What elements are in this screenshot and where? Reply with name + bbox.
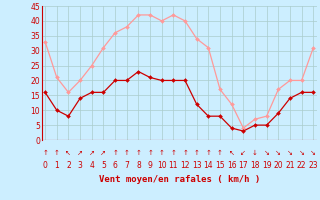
Text: 9: 9: [148, 162, 153, 170]
Text: 2: 2: [66, 162, 71, 170]
Text: 3: 3: [78, 162, 83, 170]
Text: 1: 1: [54, 162, 59, 170]
Text: ↑: ↑: [217, 150, 223, 156]
Text: ↑: ↑: [171, 150, 176, 156]
Text: 13: 13: [192, 162, 202, 170]
Text: 23: 23: [308, 162, 318, 170]
Text: 8: 8: [136, 162, 141, 170]
Text: ↑: ↑: [124, 150, 130, 156]
Text: 12: 12: [180, 162, 190, 170]
Text: ↗: ↗: [77, 150, 83, 156]
Text: 19: 19: [262, 162, 271, 170]
Text: 17: 17: [238, 162, 248, 170]
Text: ↘: ↘: [310, 150, 316, 156]
Text: ↘: ↘: [287, 150, 293, 156]
Text: 14: 14: [204, 162, 213, 170]
Text: ↖: ↖: [66, 150, 71, 156]
Text: 6: 6: [113, 162, 117, 170]
Text: ↑: ↑: [147, 150, 153, 156]
Text: ↗: ↗: [100, 150, 106, 156]
Text: ↑: ↑: [112, 150, 118, 156]
Text: 21: 21: [285, 162, 295, 170]
Text: ↑: ↑: [135, 150, 141, 156]
Text: ↗: ↗: [89, 150, 95, 156]
Text: ↑: ↑: [205, 150, 211, 156]
Text: ↖: ↖: [229, 150, 235, 156]
Text: ↓: ↓: [252, 150, 258, 156]
Text: 16: 16: [227, 162, 236, 170]
Text: 20: 20: [274, 162, 283, 170]
Text: ↑: ↑: [182, 150, 188, 156]
Text: ↑: ↑: [159, 150, 165, 156]
Text: 7: 7: [124, 162, 129, 170]
Text: Vent moyen/en rafales ( km/h ): Vent moyen/en rafales ( km/h ): [99, 174, 260, 184]
Text: ↘: ↘: [264, 150, 269, 156]
Text: 22: 22: [297, 162, 306, 170]
Text: ↑: ↑: [194, 150, 200, 156]
Text: 4: 4: [89, 162, 94, 170]
Text: 15: 15: [215, 162, 225, 170]
Text: ↘: ↘: [299, 150, 305, 156]
Text: ↘: ↘: [276, 150, 281, 156]
Text: ↑: ↑: [54, 150, 60, 156]
Text: 18: 18: [250, 162, 260, 170]
Text: 10: 10: [157, 162, 166, 170]
Text: 0: 0: [43, 162, 48, 170]
Text: ↙: ↙: [240, 150, 246, 156]
Text: 5: 5: [101, 162, 106, 170]
Text: ↑: ↑: [42, 150, 48, 156]
Text: 11: 11: [169, 162, 178, 170]
